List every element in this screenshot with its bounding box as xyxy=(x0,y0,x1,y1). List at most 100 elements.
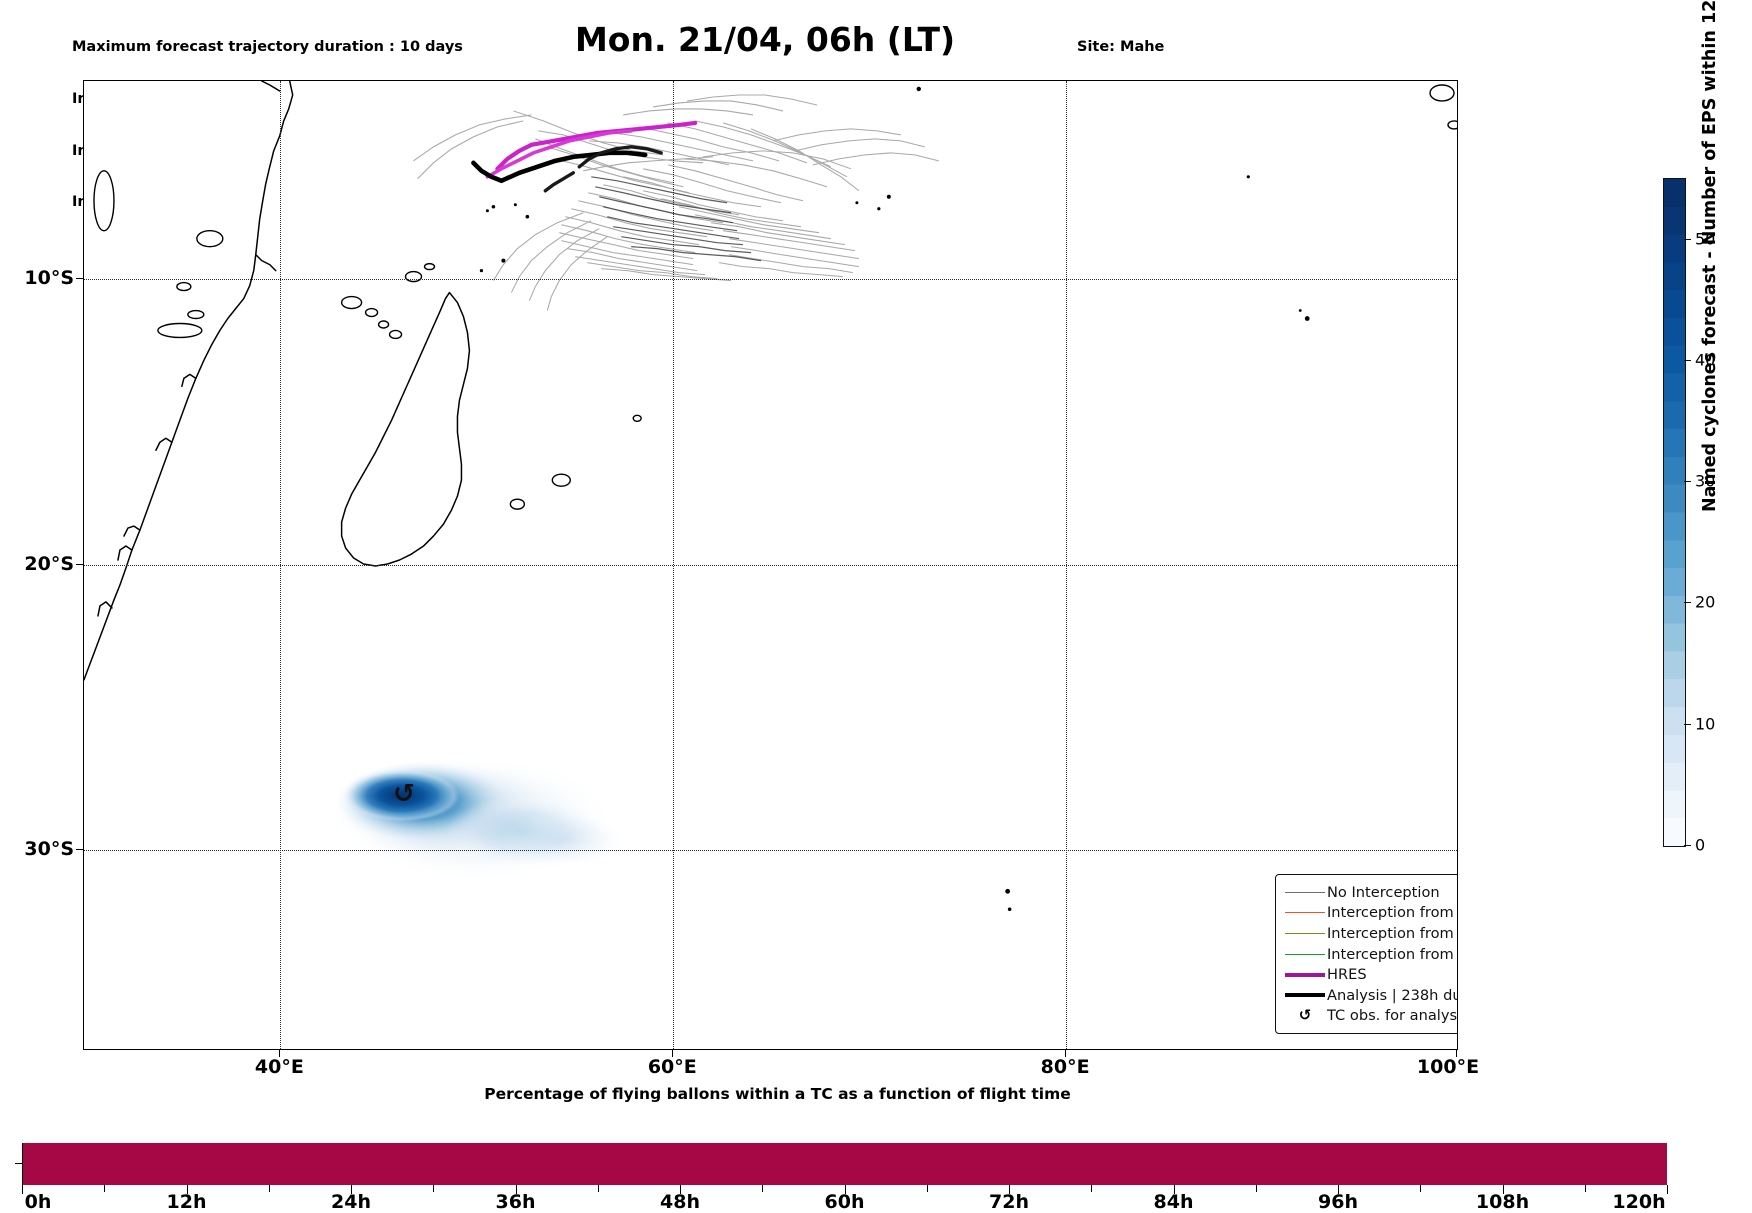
bottom-bar-tick xyxy=(1667,1185,1668,1194)
bottom-bar-caption: Percentage of flying ballons within a TC… xyxy=(484,1085,1071,1103)
legend-item[interactable]: ↺ TC obs. for analysis duration xyxy=(1283,1006,1458,1027)
legend-label: HRES xyxy=(1327,966,1367,984)
colorbar-label-0: 0 xyxy=(1695,835,1706,855)
gridline-lat-20s xyxy=(84,564,1457,566)
legend-swatch-no-interception xyxy=(1283,891,1327,893)
legend-item[interactable]: Interception from both xyxy=(1283,944,1457,965)
bottom-bar-tick-label: 0h xyxy=(24,1191,52,1213)
bottom-bar-tick xyxy=(186,1185,188,1194)
ytick-mark-30s xyxy=(76,848,83,850)
legend-item[interactable]: Interception from Trochoid xyxy=(1283,923,1457,944)
colorbar-tick-0 xyxy=(1684,845,1691,846)
bottom-bar-tick xyxy=(680,1185,681,1194)
bottom-bar-tick-label: 60h xyxy=(824,1191,865,1213)
bottom-bar-tick xyxy=(1255,1185,1257,1192)
xtick-mark-60e xyxy=(672,1050,674,1057)
xtick-label-100e: 100°E xyxy=(1416,1056,1480,1078)
bottom-bar-tick-label: 12h xyxy=(166,1191,207,1213)
ytick-mark-10s xyxy=(76,278,83,280)
bottom-bar-tick xyxy=(22,1185,23,1194)
legend-swatch-both xyxy=(1283,953,1327,955)
legend-item[interactable]: HRES xyxy=(1283,964,1457,985)
ytick-label-30s: 30°S xyxy=(24,837,74,860)
gridline-lat-10s xyxy=(84,279,1457,281)
colorbar[interactable] xyxy=(1663,178,1686,847)
colorbar-tick-30 xyxy=(1684,481,1691,483)
bottom-bar-tick xyxy=(1584,1185,1586,1192)
bottom-bar-tick-label: 120h xyxy=(1612,1191,1666,1213)
page-title: Mon. 21/04, 06h (LT) xyxy=(574,20,956,59)
ytick-label-10s: 10°S xyxy=(24,267,74,290)
bottom-bar-tick xyxy=(762,1185,764,1192)
eps-density-blob xyxy=(331,757,626,882)
map-axes[interactable]: ↺ No Interception Interception from Name… xyxy=(83,80,1458,1050)
gridline-lon-100 xyxy=(1457,81,1458,1049)
colorbar-label-40: 40 xyxy=(1695,350,1716,370)
header-left-line-1: Maximum forecast trajectory duration : 1… xyxy=(72,39,463,56)
colorbar-title: Named cyclones forecast - Number of EPS … xyxy=(1700,0,1720,512)
analysis-track xyxy=(471,150,648,184)
colorbar-tick-10 xyxy=(1684,723,1691,725)
legend-item[interactable]: No Interception xyxy=(1283,882,1457,903)
bottom-bar-tick-label: 72h xyxy=(989,1191,1029,1213)
colorbar-label-30: 30 xyxy=(1695,471,1716,491)
legend-label: Interception from Named cyclone xyxy=(1327,904,1457,922)
bottom-bar-tick xyxy=(515,1185,517,1194)
bottom-bar-tick xyxy=(351,1185,352,1194)
bottom-bar-tick xyxy=(1173,1185,1175,1194)
xtick-mark-80e xyxy=(1065,1050,1067,1057)
eps-trajectories xyxy=(413,94,939,311)
bottom-bar-tick xyxy=(1091,1185,1093,1192)
bottom-bar-tick-label: 24h xyxy=(331,1191,371,1213)
bottom-bar-axes[interactable] xyxy=(22,1143,1667,1185)
bottom-bar-tick xyxy=(1502,1185,1504,1194)
legend-label: Analysis | 238h duration xyxy=(1327,986,1457,1004)
legend-swatch-analysis xyxy=(1283,993,1327,998)
legend-swatch-trochoid xyxy=(1283,932,1327,934)
bottom-bar-tick-label: 48h xyxy=(660,1191,700,1213)
bottom-bar-tick xyxy=(844,1185,846,1194)
legend-item[interactable]: Interception from Named cyclone xyxy=(1283,903,1457,924)
legend-label: Interception from Trochoid xyxy=(1327,924,1457,942)
xtick-mark-40e xyxy=(279,1050,281,1057)
bottom-bar-tick-label: 96h xyxy=(1318,1191,1358,1213)
bottom-bar-tick-label: 108h xyxy=(1475,1191,1530,1213)
colorbar-tick-50 xyxy=(1684,238,1691,240)
legend-label: Interception from both xyxy=(1327,945,1457,963)
bottom-bar-fill xyxy=(23,1143,1667,1185)
bottom-bar-tick xyxy=(104,1185,106,1192)
gridline-lat-30s xyxy=(84,849,1457,851)
legend-swatch-named-cyclone xyxy=(1283,912,1327,914)
cyclone-icon: ↺ xyxy=(1298,1006,1312,1025)
tc-observation-icon: ↺ xyxy=(393,779,415,809)
header-site: Site: Mahe xyxy=(1077,39,1165,56)
colorbar-gradient xyxy=(1664,179,1685,846)
ytick-mark-20s xyxy=(76,563,83,565)
xtick-mark-100e xyxy=(1456,1050,1457,1057)
colorbar-label-10: 10 xyxy=(1695,714,1716,734)
map-legend: No Interception Interception from Named … xyxy=(1275,874,1458,1035)
bottom-bar-tick xyxy=(1420,1185,1422,1192)
legend-label: TC obs. for analysis duration xyxy=(1327,1007,1458,1025)
bottom-bar-tick xyxy=(268,1185,270,1192)
legend-swatch-hres xyxy=(1283,972,1327,977)
bottom-bar-tick xyxy=(1338,1185,1339,1194)
bottom-bar-tick xyxy=(926,1185,928,1192)
bottom-bar-ytick xyxy=(15,1163,23,1164)
xtick-label-40e: 40°E xyxy=(254,1056,304,1078)
colorbar-label-50: 50 xyxy=(1695,229,1716,249)
bottom-bar-tick xyxy=(1009,1185,1010,1194)
ytick-label-20s: 20°S xyxy=(24,552,74,575)
bottom-bar-tick xyxy=(597,1185,599,1192)
colorbar-label-20: 20 xyxy=(1695,592,1716,612)
eps-trajectories-dense xyxy=(591,176,762,262)
xtick-label-60e: 60°E xyxy=(647,1056,697,1078)
bottom-bar-tick-label: 36h xyxy=(495,1191,536,1213)
colorbar-tick-40 xyxy=(1684,359,1691,361)
legend-label: No Interception xyxy=(1327,883,1440,901)
colorbar-tick-20 xyxy=(1684,602,1691,604)
bottom-bar-tick xyxy=(433,1185,435,1192)
legend-item[interactable]: Analysis | 238h duration xyxy=(1283,985,1457,1006)
xtick-label-80e: 80°E xyxy=(1040,1056,1090,1078)
bottom-bar-tick-label: 84h xyxy=(1153,1191,1194,1213)
